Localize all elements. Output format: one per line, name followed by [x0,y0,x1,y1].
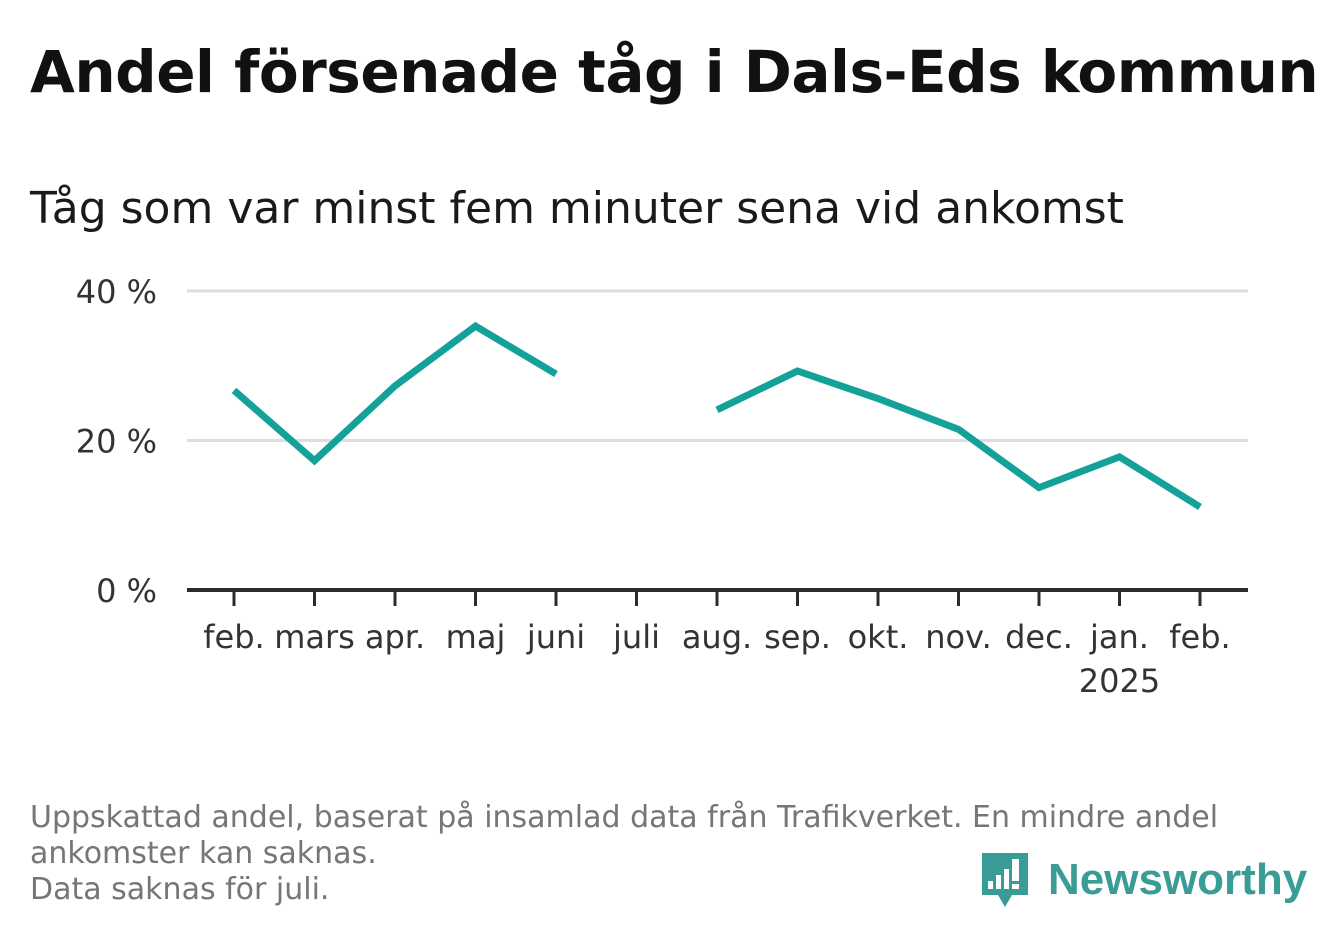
x-tick-label: aug. [682,618,752,656]
series-line-segment [715,367,1202,510]
x-tick-label: nov. [925,618,991,656]
x-tick-label: jan. [1089,618,1149,656]
gridlines [187,289,1248,442]
x-tick-label: apr. [365,618,425,656]
x-axis: feb. mars apr. maj juni juli aug. sep. okt. nov. d… [187,588,1248,700]
line-chart: 0 % 20 % 40 % feb. mars apr. maj juni juli aug. s… [76,273,1248,700]
x-tick-label: dec. [1005,618,1073,656]
x-tick-label: juli [612,618,660,656]
brand-logo: Newsworthy [980,850,1307,910]
footnote-line-1: Uppskattad andel, baserat på insamlad da… [30,800,1219,835]
x-tick-label: sep. [764,618,831,656]
y-tick-label: 20 % [76,423,157,461]
footnote-line-3: Data saknas för juli. [30,872,330,907]
x-tick-label: feb. [1169,618,1230,656]
x-tick-label: feb. [203,618,264,656]
brand-name: Newsworthy [1048,855,1308,904]
y-tick-label: 40 % [76,273,157,311]
x-year-label: 2025 [1079,662,1160,700]
y-axis-tick-labels: 0 % 20 % 40 % [76,273,157,610]
y-tick-label: 0 % [96,572,157,610]
x-tick-label: okt. [848,618,909,656]
chart-subtitle: Tåg som var minst fem minuter sena vid a… [30,183,1124,234]
x-tick-label: juni [526,618,585,656]
footnote-line-2: ankomster kan saknas. [30,836,377,871]
series-line-segment [231,321,558,466]
footnote: Uppskattad andel, baserat på insamlad da… [30,800,1280,908]
x-tick-label: maj [446,618,506,656]
series-lines [231,321,1202,510]
x-tick-label: mars [274,618,355,656]
newsworthy-logo-icon [982,853,1028,907]
chart-title: Andel försenade tåg i Dals-Eds kommun [30,38,1319,106]
